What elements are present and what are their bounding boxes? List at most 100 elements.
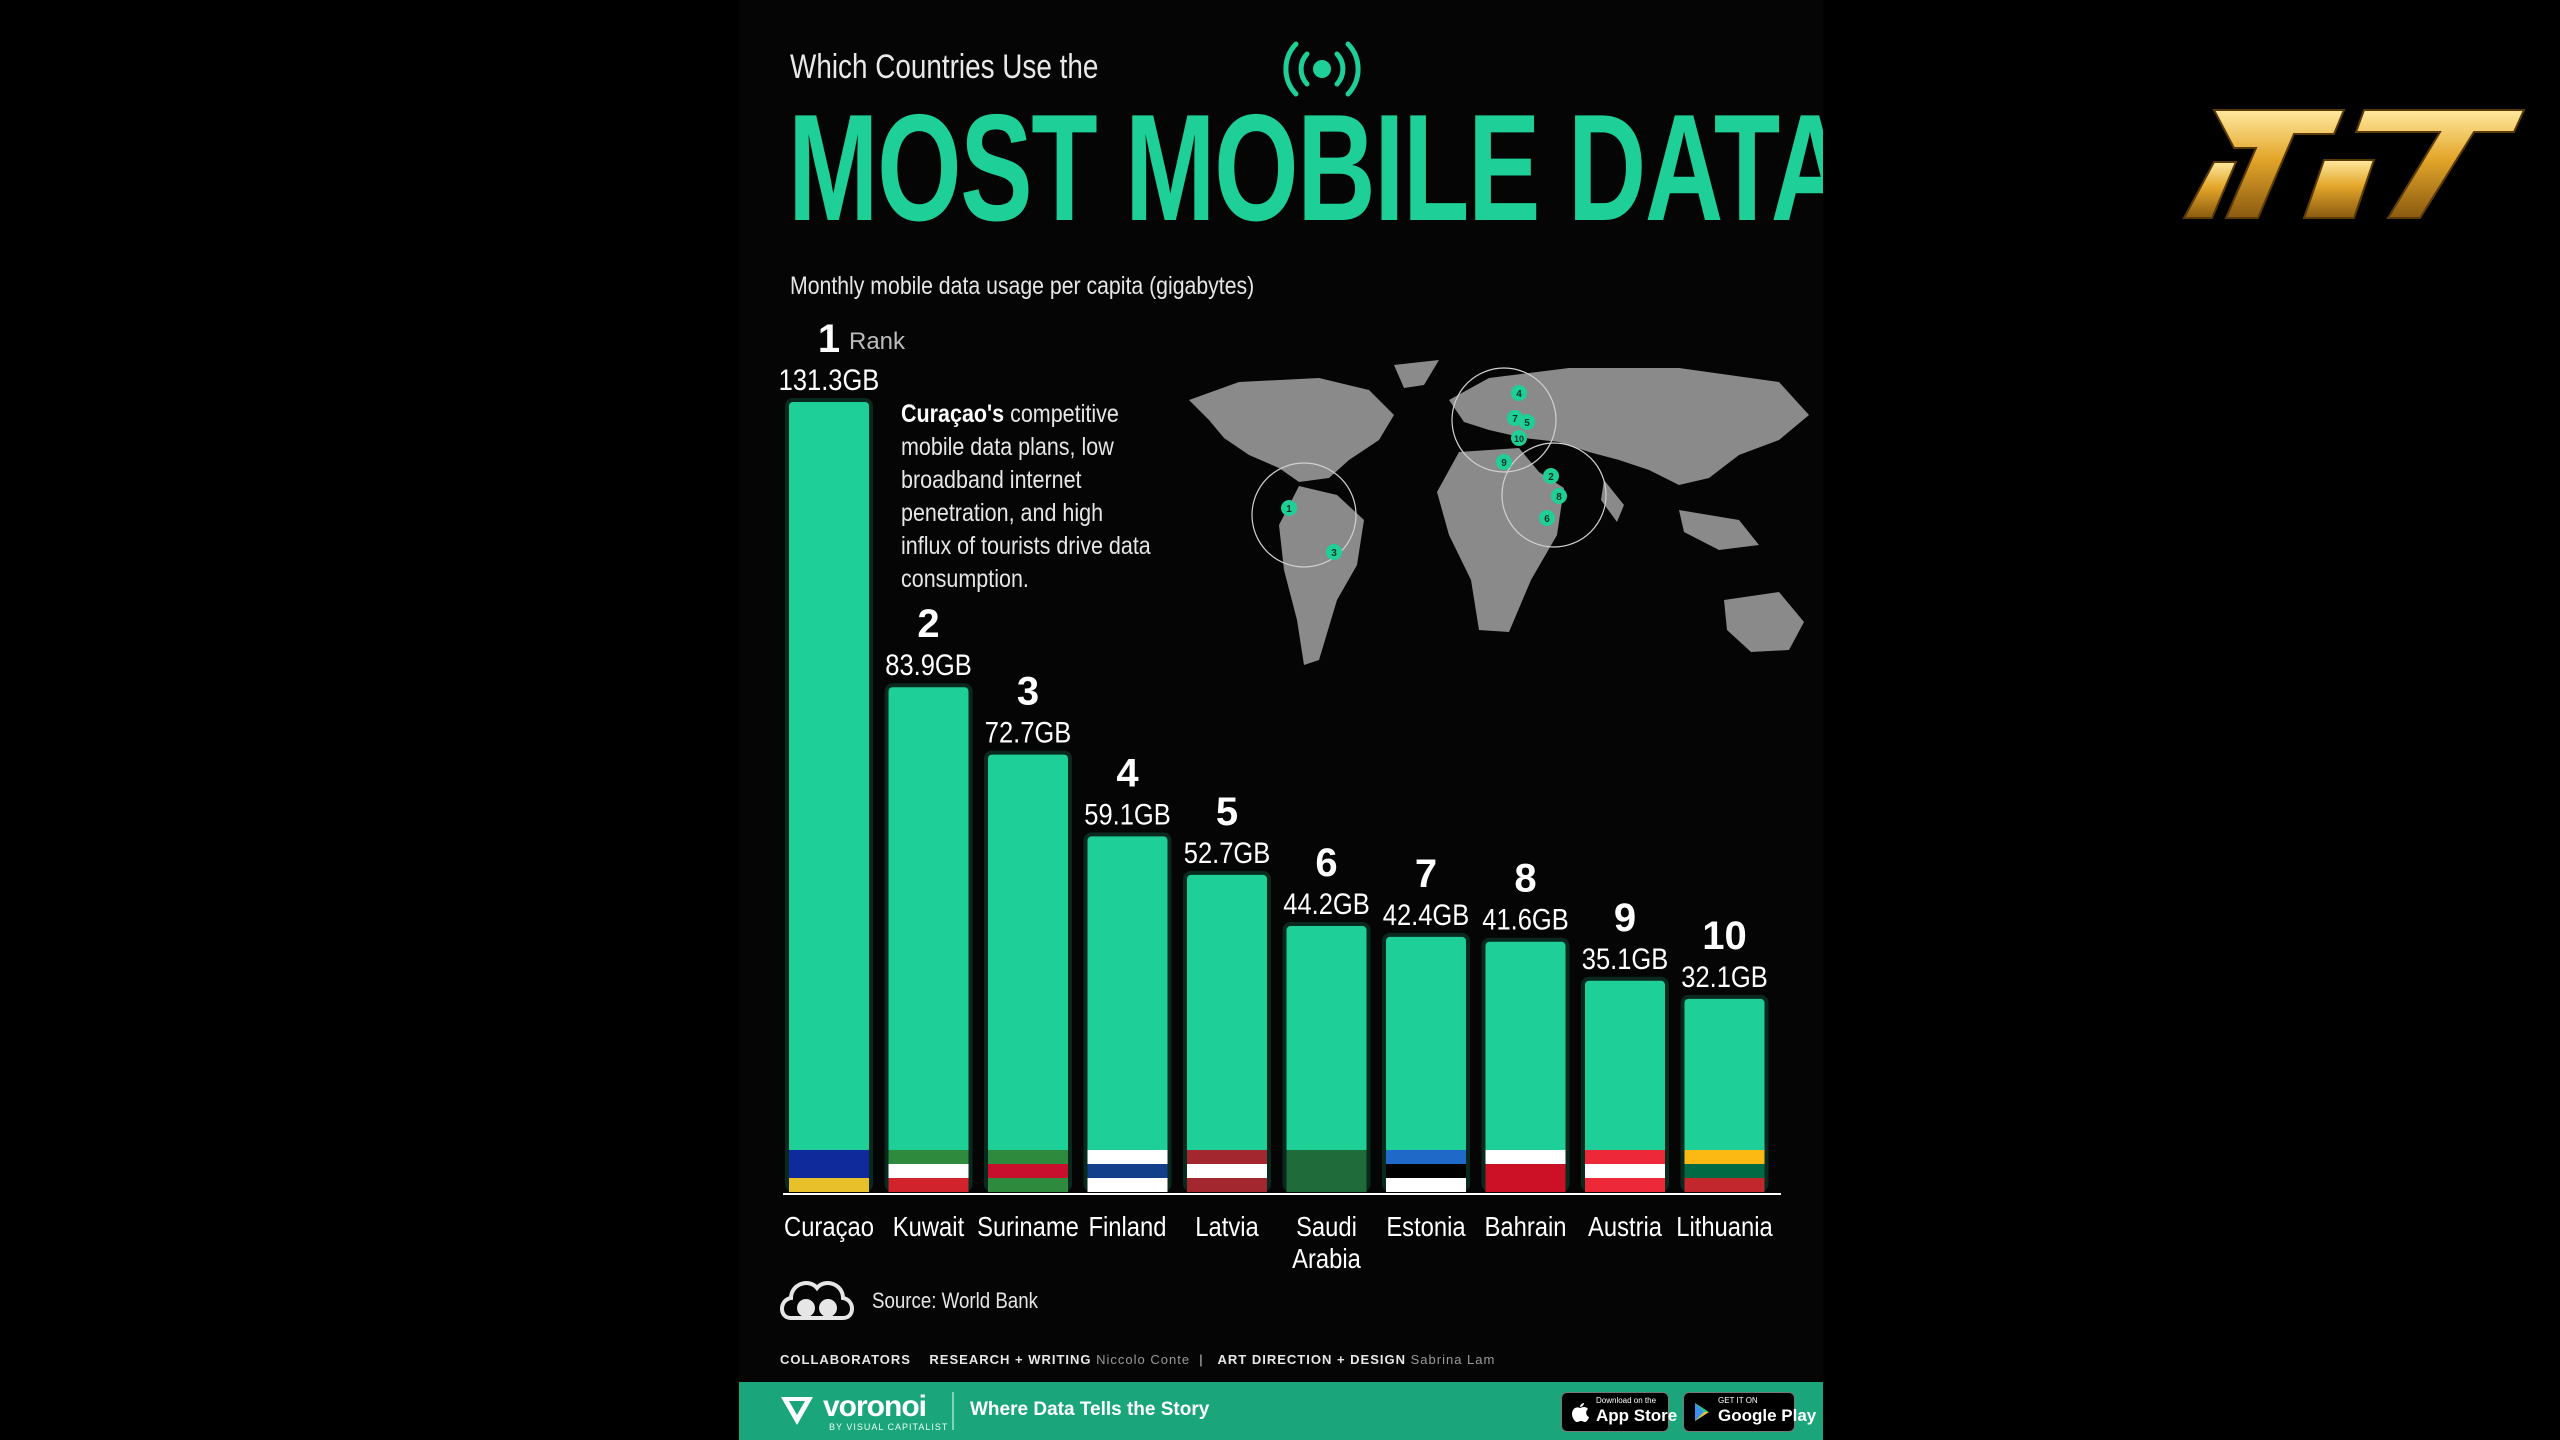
- cloud-binoculars-icon: [780, 1281, 854, 1320]
- flag-stripe: [1386, 1178, 1466, 1192]
- bar: [1187, 874, 1267, 1192]
- svg-text:7: 7: [1512, 414, 1518, 425]
- category-label: Arabia: [1292, 1242, 1361, 1274]
- value-label: 44.2GB: [1283, 887, 1369, 920]
- rank-number: 5: [1216, 790, 1238, 834]
- map-marker-2: 2: [1543, 468, 1559, 484]
- value-label: 35.1GB: [1582, 942, 1668, 975]
- value-label: 41.6GB: [1482, 903, 1568, 936]
- brand-name: voronoi: [823, 1390, 927, 1423]
- flag-stripe: [1585, 1150, 1665, 1164]
- flag-stripe: [888, 1164, 969, 1178]
- category-label: Curaçao: [784, 1210, 874, 1242]
- footer-bar: voronoi BY VISUAL CAPITALIST Where Data …: [739, 1382, 1823, 1440]
- value-label: 42.4GB: [1383, 898, 1469, 931]
- value-label: 52.7GB: [1184, 836, 1270, 869]
- bar: [1286, 926, 1367, 1192]
- world-map: 1 2 3 4 5 6 7 8 9 10: [1189, 360, 1809, 665]
- category-label: Bahrain: [1485, 1210, 1567, 1242]
- flag-stripe: [789, 1164, 869, 1178]
- flag-stripe: [1087, 1150, 1168, 1164]
- page-title: MOST MOBILE DATA?: [788, 83, 1823, 253]
- bar-group: [1581, 976, 1669, 1192]
- flag-stripe: [1684, 1164, 1765, 1178]
- category-label: Saudi: [1296, 1210, 1357, 1242]
- flag-stripe: [1087, 1178, 1168, 1192]
- flag-stripe: [1386, 1164, 1466, 1178]
- flag-stripe: [1087, 1164, 1168, 1178]
- bar: [1087, 836, 1168, 1192]
- bar-group: [785, 398, 873, 1192]
- rank-number: 2: [917, 602, 939, 646]
- flag-stripe: [888, 1150, 969, 1164]
- infographic: Which Countries Use the MOST MOBILE DATA…: [739, 0, 1823, 1440]
- rank-number: 8: [1514, 857, 1536, 901]
- flag-stripe: [1187, 1164, 1267, 1178]
- rank-number: 4: [1116, 751, 1139, 795]
- category-label: Finland: [1088, 1210, 1166, 1242]
- svg-text:6: 6: [1544, 514, 1550, 525]
- flag-stripe: [1187, 1178, 1267, 1192]
- svg-text:1: 1: [1286, 504, 1292, 515]
- svg-text:4: 4: [1516, 389, 1522, 400]
- rank-number: 7: [1415, 852, 1437, 896]
- map-markers: 1 2 3 4 5 6 7 8 9 10: [1281, 385, 1567, 560]
- category-label: Estonia: [1386, 1210, 1466, 1242]
- flag-stripe: [1286, 1164, 1367, 1178]
- bar-group: [1083, 832, 1172, 1192]
- map-marker-8: 8: [1551, 488, 1567, 504]
- value-label: 131.3GB: [779, 363, 880, 396]
- rank-label: Rank: [849, 328, 906, 355]
- category-label: Kuwait: [893, 1210, 965, 1242]
- flag-stripe: [1585, 1164, 1665, 1178]
- bar: [1585, 980, 1665, 1192]
- map-marker-9: 9: [1496, 454, 1512, 470]
- bar-group: [1481, 937, 1570, 1192]
- bar-group: [984, 750, 1072, 1192]
- category-label: Austria: [1588, 1210, 1663, 1242]
- flag-stripe: [1386, 1150, 1466, 1164]
- flag-stripe: [1485, 1164, 1566, 1178]
- flag-stripe: [1187, 1150, 1267, 1164]
- flag-stripe: [1485, 1178, 1566, 1192]
- flag-stripe: [1286, 1178, 1367, 1192]
- map-marker-3: 3: [1326, 544, 1342, 560]
- value-label: 32.1GB: [1681, 960, 1767, 993]
- bar: [1485, 941, 1566, 1192]
- bar: [888, 687, 969, 1192]
- flag-stripe: [1585, 1178, 1665, 1192]
- tagline: Where Data Tells the Story: [970, 1399, 1210, 1420]
- svg-text:10: 10: [1514, 434, 1524, 444]
- svg-text:5: 5: [1524, 418, 1530, 429]
- bar-group: [884, 683, 973, 1192]
- callout-text: Curaçao's competitive mobile data plans,…: [901, 400, 1151, 593]
- value-label: 83.9GB: [885, 648, 971, 681]
- map-marker-4: 4: [1511, 385, 1527, 401]
- pretitle: Which Countries Use the: [790, 48, 1099, 86]
- apple-icon: [1572, 1403, 1589, 1422]
- collaborators: COLLABORATORS RESEARCH + WRITING Niccolo…: [780, 1352, 1496, 1367]
- bar-group: [1680, 994, 1769, 1192]
- value-label: 72.7GB: [985, 716, 1071, 749]
- flag-stripe: [988, 1178, 1068, 1192]
- map-marker-6: 6: [1539, 510, 1555, 526]
- voronoi-logo-icon: [781, 1397, 813, 1425]
- chart-subtitle: Monthly mobile data usage per capita (gi…: [790, 272, 1255, 300]
- category-label: Lithuania: [1676, 1210, 1773, 1242]
- bar: [1386, 936, 1466, 1192]
- bar-group: [1183, 870, 1271, 1192]
- continents: [1189, 360, 1809, 665]
- footer-divider: [952, 1392, 954, 1430]
- app-store-button[interactable]: Download on the App Store: [1561, 1392, 1677, 1432]
- value-label: 59.1GB: [1084, 797, 1170, 830]
- brand-sub: BY VISUAL CAPITALIST: [829, 1422, 949, 1432]
- google-play-button[interactable]: GET IT ON Google Play: [1683, 1392, 1816, 1432]
- svg-text:2: 2: [1548, 472, 1554, 483]
- bar-group: [1382, 932, 1470, 1192]
- itv-channel-logo: [2182, 109, 2526, 219]
- rank-number: 10: [1702, 914, 1747, 958]
- svg-text:8: 8: [1556, 492, 1562, 503]
- rank-number: 1: [818, 317, 840, 361]
- flag-stripe: [988, 1164, 1068, 1178]
- play-store-icon: [1695, 1403, 1709, 1421]
